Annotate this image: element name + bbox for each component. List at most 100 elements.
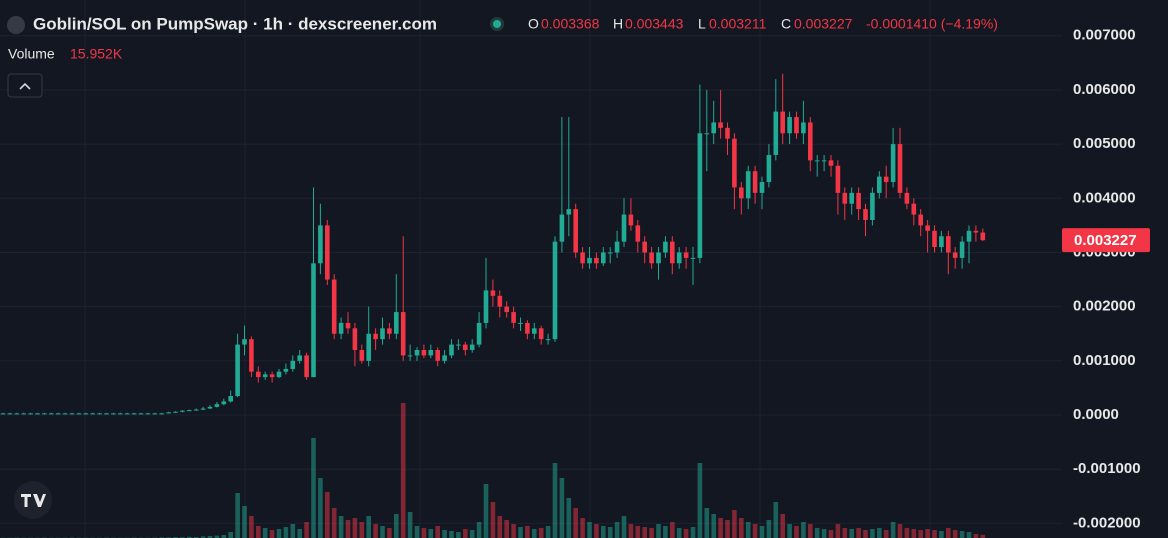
candle-body <box>787 117 792 134</box>
volume-bar <box>407 512 413 538</box>
volume-bar <box>980 534 986 538</box>
candle-body <box>463 344 468 350</box>
candle-body <box>628 214 634 226</box>
y-tick-label: 0.0000 <box>1073 406 1119 423</box>
logo-mark <box>21 494 46 507</box>
collapse-button[interactable] <box>7 73 43 98</box>
volume-bar <box>932 530 937 538</box>
volume-bar <box>766 520 772 538</box>
candle-body <box>325 225 330 280</box>
volume-bar <box>511 524 516 538</box>
volume-bar <box>483 484 489 538</box>
candle-body <box>690 257 696 259</box>
volume-bar <box>242 506 247 538</box>
volume-bar <box>435 526 440 538</box>
candle-body <box>614 241 620 253</box>
candle-body <box>131 413 137 415</box>
volume-bar <box>518 527 523 538</box>
candle-body <box>525 322 530 334</box>
volume-bar <box>808 524 813 538</box>
candle-body <box>55 413 61 415</box>
candle-body <box>193 409 199 411</box>
candle-body <box>76 413 82 415</box>
volume-value: 15.952K <box>70 46 123 62</box>
candle-body <box>414 349 420 356</box>
ohlc-key: L <box>698 16 706 32</box>
candle-body <box>269 374 275 378</box>
volume-bar <box>821 529 827 538</box>
volume-bar <box>787 524 792 538</box>
candle-body <box>538 328 544 340</box>
candle-body <box>235 344 240 397</box>
status-dot <box>493 20 501 28</box>
volume-bar <box>959 531 965 538</box>
candle-body <box>566 209 572 215</box>
collapse-icon <box>19 82 31 90</box>
volume-bar <box>325 492 330 538</box>
volume-bar <box>504 520 509 538</box>
volume-bar <box>780 514 785 538</box>
candle-body <box>180 410 185 412</box>
volume-bar <box>283 527 289 538</box>
volume-bar <box>925 529 930 538</box>
volume-bar <box>883 530 889 538</box>
candle-body <box>435 349 440 361</box>
candle-body <box>532 328 537 334</box>
candle-body <box>359 349 365 361</box>
volume-bar <box>601 526 606 538</box>
candle-body <box>311 263 316 378</box>
candle-body <box>49 413 54 415</box>
candle-body <box>331 279 337 334</box>
candle-body <box>752 171 758 193</box>
volume-bar <box>235 493 240 538</box>
logo <box>14 481 52 519</box>
y-tick-label: 0.002000 <box>1073 298 1136 315</box>
candle-body <box>621 214 627 242</box>
candle-body <box>518 322 523 324</box>
candle-body <box>276 371 282 378</box>
candle-body <box>173 411 178 413</box>
volume-bar <box>863 530 868 538</box>
candle-body <box>773 111 779 155</box>
volume-bar <box>276 529 282 538</box>
volume-bar <box>262 528 268 538</box>
volume-bar <box>739 518 744 538</box>
candle-body <box>552 241 558 340</box>
candle-body <box>7 413 13 415</box>
candle-body <box>890 144 896 183</box>
volume-bar <box>525 526 530 538</box>
chart-title: Goblin/SOL on PumpSwap · 1h · dexscreene… <box>33 14 437 33</box>
volume-bar <box>497 516 503 538</box>
change: -0.0001410 (−4.19%) <box>866 16 998 32</box>
candle-body <box>124 413 130 415</box>
candle-body <box>187 410 192 412</box>
candle-body <box>456 344 461 346</box>
volume-bar <box>745 522 751 538</box>
candle-body <box>821 160 827 162</box>
candle-body <box>545 339 551 341</box>
candle-body <box>766 154 772 183</box>
candle-body <box>745 171 751 199</box>
volume-bar <box>476 522 482 538</box>
volume-bar <box>856 528 861 538</box>
volume-bar <box>759 526 765 538</box>
volume-bar <box>635 526 641 538</box>
volume-label: Volume <box>8 46 55 62</box>
candle-body <box>97 413 102 415</box>
candle-body <box>849 192 854 204</box>
candle-body <box>256 371 261 378</box>
candle-body <box>318 225 323 264</box>
candle-body <box>352 328 358 350</box>
candle-body <box>952 252 958 258</box>
candle-body <box>14 413 20 415</box>
volume-bar <box>835 524 841 538</box>
volume-bar <box>690 527 696 538</box>
candle-body <box>932 230 937 248</box>
volume-bar <box>532 529 537 538</box>
volume-bar <box>877 528 882 538</box>
volume-bar <box>559 478 565 538</box>
volume-bar <box>794 526 799 538</box>
volume-bar <box>890 522 896 538</box>
volume-bar <box>269 530 275 538</box>
candle-body <box>104 413 109 415</box>
